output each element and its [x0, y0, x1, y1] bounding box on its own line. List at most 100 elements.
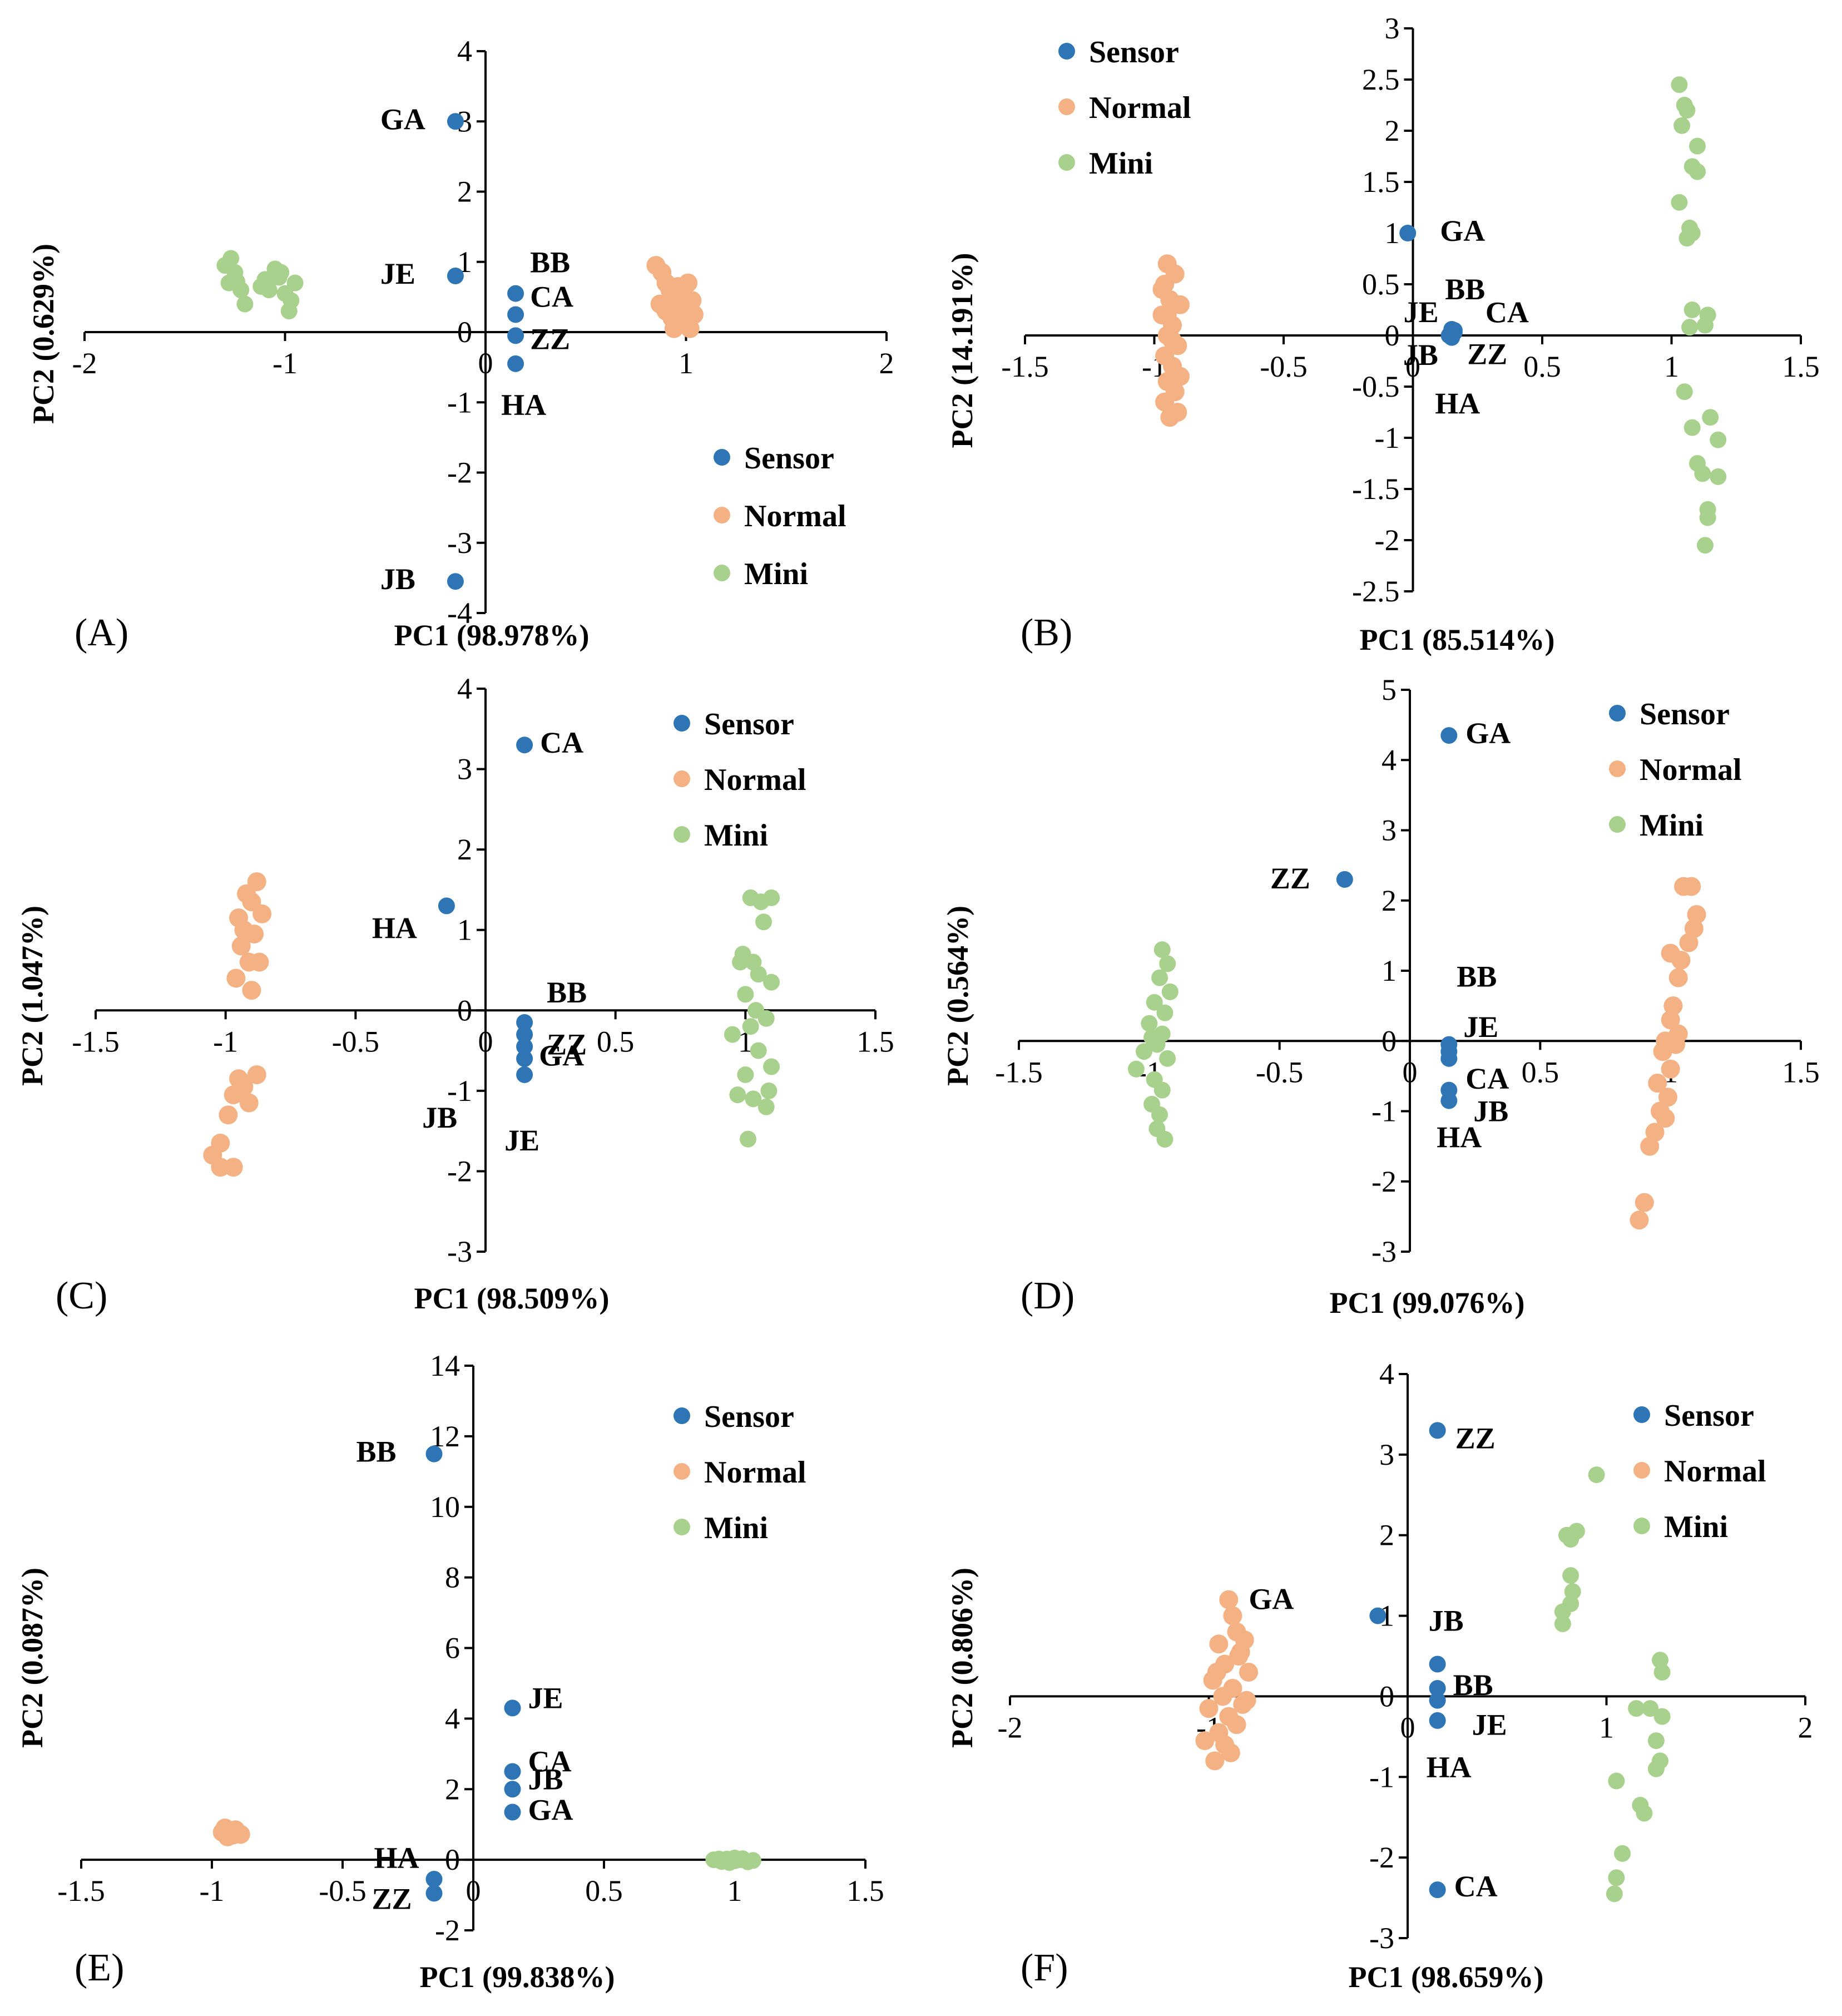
mini-point — [1554, 1615, 1571, 1633]
normal-point — [1199, 1699, 1219, 1718]
y-tick-label: 3 — [1382, 814, 1397, 847]
normal-point — [1630, 1210, 1649, 1230]
y-tick-label: -2 — [447, 1154, 472, 1188]
sensor-point — [438, 897, 455, 915]
x-tick-label: -1 — [200, 1874, 225, 1908]
sensor-point — [1429, 1712, 1446, 1729]
sensor-point — [516, 737, 533, 754]
y-tick-label: 2 — [1385, 114, 1400, 147]
sensor-point — [425, 1871, 443, 1888]
mini-point — [742, 1018, 759, 1035]
normal-point — [245, 924, 264, 943]
x-tick-label: -2 — [998, 1711, 1023, 1744]
sensor-label-ga: GA — [1249, 1583, 1294, 1616]
mini-point — [1671, 194, 1688, 211]
x-tick-label: 1 — [1599, 1711, 1614, 1744]
y-tick-label: 5 — [1382, 673, 1397, 706]
sensor-label-zz: ZZ — [1270, 862, 1310, 895]
legend-label-mini: Mini — [1640, 808, 1704, 843]
sensor-label-ca: CA — [1454, 1870, 1498, 1903]
normal-point — [1152, 280, 1172, 299]
sensor-label-ga: GA — [539, 1039, 584, 1072]
mini-point — [1156, 1131, 1173, 1148]
mini-point — [1683, 419, 1701, 436]
legend-marker-normal — [714, 507, 730, 523]
x-tick-label: -1.5 — [1001, 350, 1048, 383]
mini-point — [752, 893, 770, 911]
mini-point — [1689, 163, 1706, 180]
sensor-label-ga: GA — [1465, 717, 1511, 750]
y-tick-label: -1.5 — [1352, 472, 1399, 506]
sensor-point — [447, 268, 464, 284]
legend-label-mini: Mini — [1089, 146, 1153, 181]
sensor-label-zz: ZZ — [1467, 338, 1507, 371]
chart-panel-c: -1.5 -1 -0.5 0 0.5 1 1.5-3-2-101234CAHABBZZGAJ… — [16, 672, 894, 1317]
x-tick-label: 1 — [679, 347, 694, 380]
mini-point — [1642, 1700, 1659, 1717]
normal-point — [1668, 1024, 1688, 1044]
normal-point — [1668, 968, 1688, 987]
legend: Sensor Normal Mini — [674, 707, 806, 853]
mini-point — [1153, 941, 1171, 958]
normal-point — [1171, 295, 1190, 314]
x-tick-label: -0.5 — [319, 1874, 366, 1908]
normal-point — [664, 319, 684, 338]
mini-point — [1606, 1885, 1623, 1903]
y-tick-label: 1.5 — [1362, 165, 1400, 199]
sensor-label-ca: CA — [530, 280, 573, 313]
x-axis-title: PC1 (99.076%) — [1330, 1286, 1525, 1320]
legend-marker-normal — [1058, 98, 1075, 115]
mini-point — [1673, 117, 1691, 134]
sensor-point — [507, 285, 524, 302]
x-axis-title: PC1 (85.514%) — [1360, 623, 1555, 656]
panel-label: (A) — [75, 611, 128, 654]
mini-point — [1699, 509, 1716, 526]
y-tick-label: -1 — [1371, 1095, 1397, 1128]
x-tick-label: -0.5 — [1256, 1055, 1303, 1089]
legend-marker-mini — [674, 1519, 690, 1535]
mini-point — [1689, 137, 1706, 155]
x-tick-label: 1.5 — [1782, 1055, 1820, 1089]
normal-point — [1205, 1751, 1225, 1771]
mini-point — [726, 1849, 743, 1866]
legend-marker-sensor — [714, 449, 730, 466]
sensor-label-bb: BB — [530, 246, 570, 279]
x-tick-label: 0 — [478, 347, 493, 380]
normal-point — [239, 1093, 259, 1113]
sensor-label-ha: HA — [1427, 1751, 1472, 1784]
y-tick-label: 14 — [430, 1349, 460, 1382]
normal-point — [252, 904, 272, 923]
legend-marker-sensor — [674, 715, 690, 732]
y-tick-label: 0 — [1379, 1679, 1394, 1713]
normal-point — [1635, 1193, 1654, 1212]
sensor-label-ha: HA — [372, 911, 417, 945]
mini-point — [1151, 1106, 1168, 1123]
mini-point — [236, 295, 254, 313]
sensor-label-bb: BB — [1453, 1668, 1493, 1702]
sensor-label-jb: JB — [1403, 338, 1438, 372]
sensor-point — [516, 1026, 533, 1043]
normal-point — [1661, 1059, 1680, 1079]
mini-point — [1696, 317, 1714, 334]
normal-point — [1656, 1109, 1675, 1128]
y-axis-title: PC2 (0.629%) — [27, 244, 60, 424]
x-tick-label: -1 — [273, 347, 298, 380]
y-tick-label: 4 — [1379, 1357, 1394, 1391]
mini-point — [1694, 465, 1711, 482]
y-tick-label: 4 — [445, 1702, 460, 1735]
mini-point — [1159, 1050, 1176, 1067]
normal-point — [1661, 1010, 1680, 1030]
sensor-label-ga: GA — [1440, 214, 1485, 248]
sensor-label-zz: ZZ — [547, 1028, 587, 1061]
y-tick-label: -3 — [447, 526, 472, 560]
legend-label-mini: Mini — [744, 557, 808, 591]
mini-point — [1653, 1663, 1671, 1681]
mini-point — [750, 966, 767, 983]
legend-marker-mini — [674, 826, 690, 843]
y-tick-label: 2 — [457, 175, 472, 209]
panel-label: (F) — [1021, 1946, 1068, 1989]
normal-point — [684, 305, 704, 324]
x-tick-label: 0.5 — [597, 1025, 635, 1058]
